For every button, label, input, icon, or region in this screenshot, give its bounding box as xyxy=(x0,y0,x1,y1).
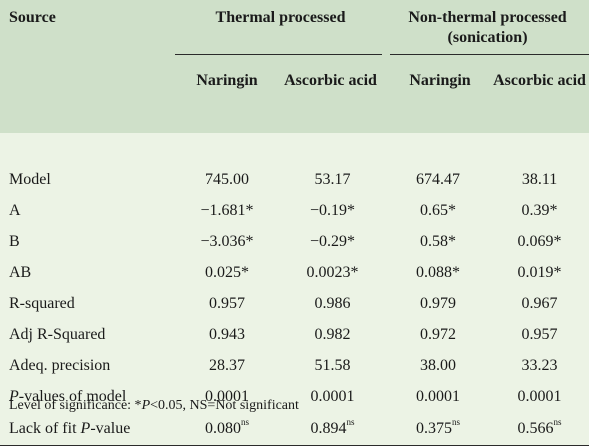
cell: 745.00 xyxy=(205,170,249,188)
table-row: Adj R-Squared 0.943 0.982 0.972 0.957 xyxy=(0,319,589,350)
cell: 51.58 xyxy=(314,356,351,374)
subheader-nonthermal-ascorbic-acid: Ascorbic acid xyxy=(490,54,589,133)
cell: 0.957 xyxy=(521,325,558,343)
cell: 0.0001 xyxy=(205,387,249,405)
cell: 28.37 xyxy=(209,356,245,374)
cell: 0.0001 xyxy=(416,387,461,405)
cell: 0.982 xyxy=(314,325,351,343)
cell: 33.23 xyxy=(521,356,558,374)
cell: −0.29* xyxy=(309,232,356,250)
cell: 0.0001 xyxy=(517,387,562,405)
row-label: A xyxy=(9,201,21,219)
table-row: AB 0.025* 0.0023* 0.088* 0.019* xyxy=(0,257,589,288)
cell: 38.11 xyxy=(521,170,558,188)
row-label: B xyxy=(9,232,20,250)
group-header-nonthermal: Non-thermal processed (sonication) xyxy=(408,9,567,46)
cell: 674.47 xyxy=(416,170,461,188)
cell: 0.65* xyxy=(420,201,457,219)
row-label: R-squared xyxy=(9,294,75,312)
group-header-thermal: Thermal processed xyxy=(215,9,346,26)
cell: 0.943 xyxy=(209,325,245,343)
cell: 0.894ns xyxy=(279,412,387,446)
cell: 0.088* xyxy=(416,263,461,281)
header-sub-row: Naringin Ascorbic acid Naringin Ascorbic… xyxy=(0,54,589,133)
row-label: Adj R-Squared xyxy=(9,325,106,343)
table-footnote: Level of significance: *P<0.05, NS=Not s… xyxy=(9,398,299,413)
cell: 0.967 xyxy=(521,294,558,312)
cell: 0.972 xyxy=(420,325,457,343)
cell: 0.986 xyxy=(314,294,351,312)
cell: 0.080ns xyxy=(175,412,279,446)
table-row: A −1.681* −0.19* 0.65* 0.39* xyxy=(0,195,589,226)
cell: 0.39* xyxy=(521,201,558,219)
row-label: Model xyxy=(9,170,51,188)
cell: 0.069* xyxy=(517,232,562,250)
cell: −0.19* xyxy=(309,201,356,219)
cell: 0.566ns xyxy=(490,412,589,446)
row-label: P-values of model xyxy=(9,387,127,405)
row-label: Lack of fit P-value xyxy=(0,412,175,446)
subheader-thermal-naringin: Naringin xyxy=(175,54,279,133)
cell: 38.00 xyxy=(420,356,457,374)
row-label: AB xyxy=(9,263,32,281)
cell: 0.957 xyxy=(209,294,245,312)
cell: 0.58* xyxy=(420,232,457,250)
cell: 0.0023* xyxy=(306,263,359,281)
cell: 0.019* xyxy=(517,263,562,281)
table-row: P-values of model 0.0001 0.0001 0.0001 0… xyxy=(0,381,589,412)
table-row: B −3.036* −0.29* 0.58* 0.069* xyxy=(0,226,589,257)
cell: 0.0001 xyxy=(310,387,355,405)
header-group-row: Source Thermal processed Non-thermal pro… xyxy=(0,0,589,55)
cell: 0.375ns xyxy=(386,412,491,446)
source-header: Source xyxy=(9,9,56,26)
cell: 53.17 xyxy=(314,170,351,188)
cell: 0.979 xyxy=(420,294,457,312)
cell: −1.681* xyxy=(200,201,254,219)
table-row: Model 745.00 53.17 674.47 38.11 xyxy=(0,164,589,195)
table-row: R-squared 0.957 0.986 0.979 0.967 xyxy=(0,288,589,319)
subheader-nonthermal-naringin: Naringin xyxy=(382,54,491,133)
subheader-thermal-ascorbic-acid: Ascorbic acid xyxy=(279,54,387,133)
table-row: Adeq. precision 28.37 51.58 38.00 33.23 xyxy=(0,350,589,381)
cell: 0.025* xyxy=(205,263,249,281)
cell: −3.036* xyxy=(200,232,254,250)
table-row: Lack of fit P-value 0.080ns 0.894ns 0.37… xyxy=(0,412,589,446)
row-label: Adeq. precision xyxy=(9,356,111,374)
